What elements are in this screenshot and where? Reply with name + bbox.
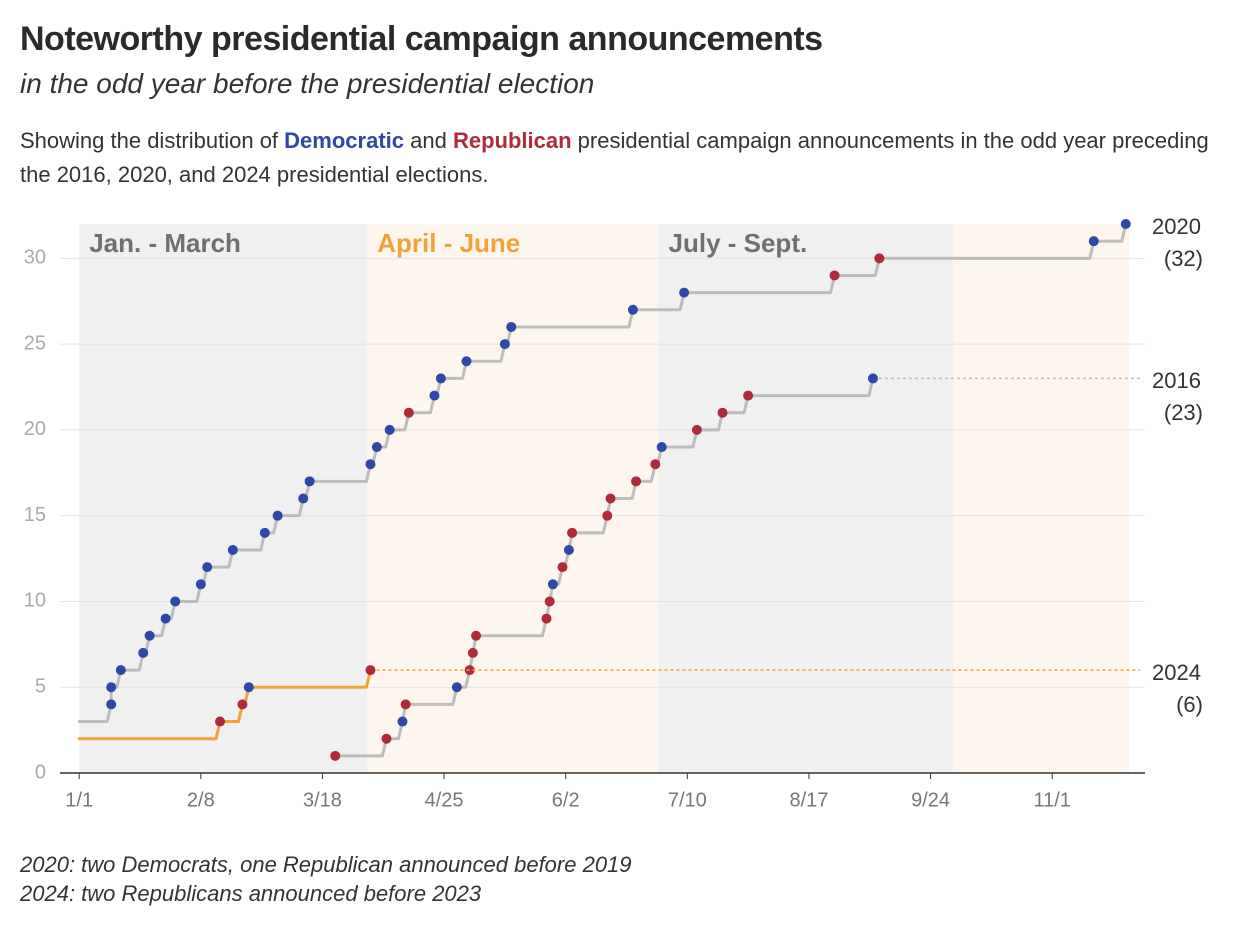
announcement-dot bbox=[195, 579, 206, 590]
announcement-dot bbox=[679, 287, 690, 298]
description: Showing the distribution of Democratic a… bbox=[20, 124, 1210, 192]
series-end-label: (23) bbox=[1164, 400, 1203, 425]
x-tick-label: 9/24 bbox=[911, 789, 950, 811]
announcement-dot bbox=[170, 596, 181, 607]
period-band bbox=[952, 224, 1129, 773]
chart-subtitle: in the odd year before the presidential … bbox=[20, 68, 595, 99]
announcement-dot bbox=[1120, 219, 1131, 229]
y-tick-label: 0 bbox=[35, 761, 46, 783]
footnote: 2020: two Democrats, one Republican anno… bbox=[20, 852, 632, 877]
announcement-dot bbox=[557, 562, 568, 573]
period-label: April - June bbox=[377, 228, 520, 258]
step-line bbox=[77, 222, 1128, 724]
announcement-dot bbox=[506, 321, 517, 332]
announcement-dot bbox=[547, 579, 558, 590]
announcement-dot bbox=[743, 390, 754, 401]
announcement-dot bbox=[384, 424, 395, 435]
y-tick-label: 30 bbox=[24, 247, 46, 269]
x-tick-label: 1/1 bbox=[65, 789, 93, 811]
announcement-dot bbox=[605, 493, 616, 504]
y-tick-label: 15 bbox=[24, 504, 46, 526]
announcement-dot bbox=[237, 699, 248, 710]
announcement-dot bbox=[563, 544, 574, 555]
x-tick-label: 4/25 bbox=[425, 789, 464, 811]
footnote: 2024: two Republicans announced before 2… bbox=[20, 881, 482, 906]
announcement-dot bbox=[381, 733, 392, 744]
announcement-dot bbox=[691, 424, 702, 435]
period-band bbox=[658, 224, 953, 773]
period-label: July - Sept. bbox=[669, 228, 808, 258]
description-part: and bbox=[404, 128, 453, 153]
announcement-dot bbox=[215, 716, 226, 727]
announcement-dot bbox=[371, 442, 382, 453]
announcement-dot bbox=[403, 407, 414, 418]
x-tick-label: 8/17 bbox=[789, 789, 828, 811]
announcement-dot bbox=[650, 459, 661, 470]
period-band bbox=[79, 224, 368, 773]
announcement-dot bbox=[627, 304, 638, 315]
x-tick-label: 2/8 bbox=[187, 789, 215, 811]
description-part: Republican bbox=[452, 128, 572, 153]
announcement-dot bbox=[243, 682, 254, 693]
announcement-dot bbox=[471, 630, 482, 641]
series-end-label: (32) bbox=[1164, 246, 1203, 271]
announcement-dot bbox=[467, 647, 478, 658]
announcement-dot bbox=[106, 682, 117, 693]
announcement-dot bbox=[304, 476, 315, 487]
description-part: Showing the distribution of bbox=[20, 128, 285, 153]
announcement-dot bbox=[138, 647, 149, 658]
announcement-dot bbox=[115, 665, 126, 676]
announcement-dot bbox=[656, 442, 667, 453]
announcement-dot bbox=[829, 270, 840, 281]
announcement-dot bbox=[867, 373, 878, 384]
announcement-dot bbox=[106, 699, 117, 710]
announcement-dot bbox=[544, 596, 555, 607]
announcement-dot bbox=[365, 665, 376, 676]
x-tick-label: 7/10 bbox=[668, 789, 707, 811]
announcement-dot bbox=[541, 613, 552, 624]
announcement-dot bbox=[874, 253, 885, 264]
announcement-dot bbox=[397, 716, 408, 727]
announcement-dot bbox=[429, 390, 440, 401]
announcement-dot bbox=[451, 682, 462, 693]
announcement-dot bbox=[160, 613, 171, 624]
description-part: Democratic bbox=[284, 128, 405, 153]
announcement-dot bbox=[400, 699, 411, 710]
description-part: presidential campaign announcements in t… bbox=[20, 128, 1209, 187]
x-tick-label: 6/2 bbox=[552, 789, 580, 811]
announcement-dot bbox=[1088, 236, 1099, 247]
chart: Jan. - March April - June July - Sept. 0 5 10… bbox=[24, 214, 1203, 811]
announcement-dot bbox=[435, 373, 446, 384]
announcement-dot bbox=[499, 339, 510, 350]
announcement-dot bbox=[144, 630, 155, 641]
announcement-dot bbox=[227, 544, 238, 555]
announcement-dot bbox=[567, 527, 578, 538]
announcement-dot bbox=[330, 750, 341, 761]
series-end-label: (6) bbox=[1176, 692, 1203, 717]
y-tick-label: 10 bbox=[24, 590, 46, 612]
announcement-dot bbox=[259, 527, 270, 538]
period-label: Jan. - March bbox=[89, 228, 241, 258]
announcement-dot bbox=[717, 407, 728, 418]
y-tick-label: 5 bbox=[35, 676, 46, 698]
chart-title: Noteworthy presidential campaign announc… bbox=[20, 20, 823, 58]
series-label: 2016 bbox=[1152, 368, 1201, 393]
y-tick-label: 20 bbox=[24, 418, 46, 440]
announcement-dot bbox=[272, 510, 283, 521]
announcement-dot bbox=[365, 459, 376, 470]
announcement-dot bbox=[602, 510, 613, 521]
announcement-dot bbox=[461, 356, 472, 367]
series-label: 2020 bbox=[1152, 214, 1201, 239]
x-tick-label: 3/18 bbox=[303, 789, 342, 811]
announcement-dot bbox=[202, 562, 213, 573]
announcement-dot bbox=[298, 493, 309, 504]
x-tick-label: 11/1 bbox=[1033, 789, 1070, 811]
announcement-dot bbox=[631, 476, 642, 487]
y-tick-label: 25 bbox=[24, 332, 46, 354]
announcement-dot bbox=[464, 665, 475, 676]
series-label: 2024 bbox=[1152, 660, 1201, 685]
